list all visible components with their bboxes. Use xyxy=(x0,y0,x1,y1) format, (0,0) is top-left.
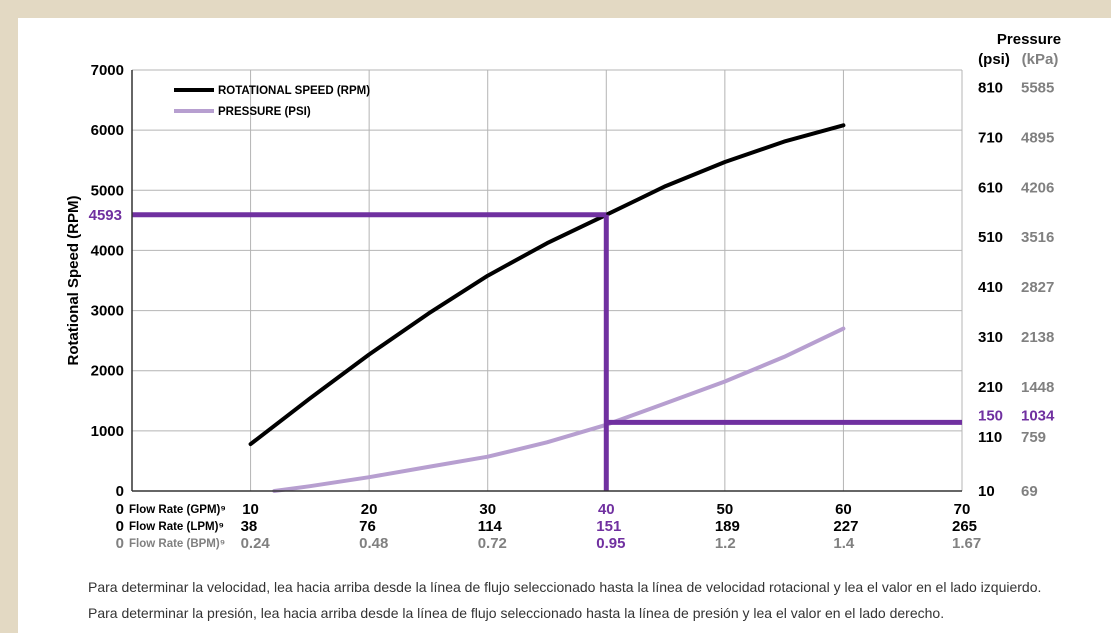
right-tick-psi: 210 xyxy=(978,379,1003,396)
right-axis-unit-kpa: (kPa) xyxy=(1022,51,1059,68)
series-layer xyxy=(248,123,846,493)
x-tick-label: 1.2 xyxy=(715,535,736,552)
x-tick-label: 30 xyxy=(479,501,496,518)
right-tick-kpa: 3516 xyxy=(1021,229,1054,246)
x-tick-label: 0.72 xyxy=(478,535,507,552)
caption-line-1: Para determinar la velocidad, lea hacia … xyxy=(88,579,1042,595)
legend-label-speed: ROTATIONAL SPEED (RPM) xyxy=(218,85,370,97)
grid-layer xyxy=(132,69,963,492)
x-tick-label: 227 xyxy=(833,518,858,535)
x-row-label: Flow Rate (BPM)⁹ xyxy=(129,538,225,550)
highlight-pressure-psi: 150 xyxy=(978,407,1003,424)
x-tick-label: 50 xyxy=(717,501,734,518)
x-tick-label: 76 xyxy=(359,518,376,535)
x-tick-label: 10 xyxy=(242,501,259,518)
x-tick-label: 40 xyxy=(598,501,615,518)
series-line-pressure xyxy=(272,326,846,493)
legend-layer: ROTATIONAL SPEED (RPM) PRESSURE (PSI) xyxy=(174,85,370,118)
y-tick-label: 5000 xyxy=(91,182,124,199)
right-tick-kpa: 69 xyxy=(1021,483,1038,500)
x-row-zero: 0 xyxy=(116,535,124,552)
right-tick-psi: 810 xyxy=(978,79,1003,96)
right-tick-kpa: 5585 xyxy=(1021,79,1054,96)
x-tick-label: 151 xyxy=(596,518,621,535)
right-tick-kpa: 4206 xyxy=(1021,179,1054,196)
x-tick-label: 0.24 xyxy=(241,535,271,552)
series-line-speed xyxy=(248,123,846,447)
axis-layer: 01000200030004000500060007000Rotational … xyxy=(65,31,1061,552)
y-tick-label: 3000 xyxy=(91,303,124,320)
y-tick-label: 0 xyxy=(116,483,124,500)
right-tick-kpa: 2827 xyxy=(1021,279,1054,296)
x-row-label: Flow Rate (GPM)⁹ xyxy=(129,504,226,516)
highlight-speed-label: 4593 xyxy=(89,207,122,224)
y-tick-label: 6000 xyxy=(91,122,124,139)
x-tick-label: 1.67 xyxy=(952,535,981,552)
right-tick-kpa: 759 xyxy=(1021,429,1046,446)
x-tick-label: 70 xyxy=(954,501,971,518)
right-tick-psi: 610 xyxy=(978,179,1003,196)
right-tick-psi: 410 xyxy=(978,279,1003,296)
right-tick-kpa: 2138 xyxy=(1021,329,1054,346)
x-tick-label: 38 xyxy=(241,518,258,535)
right-tick-psi: 10 xyxy=(978,483,995,500)
x-tick-label: 0.95 xyxy=(596,535,625,552)
right-axis-unit-psi: (psi) xyxy=(978,51,1010,68)
legend-label-pressure: PRESSURE (PSI) xyxy=(218,106,311,118)
right-tick-kpa: 1448 xyxy=(1021,379,1054,396)
x-row-label: Flow Rate (LPM)⁹ xyxy=(129,521,224,533)
right-tick-kpa: 4895 xyxy=(1021,129,1054,146)
x-tick-label: 265 xyxy=(952,518,977,535)
x-row-zero: 0 xyxy=(116,501,124,518)
x-tick-label: 114 xyxy=(478,518,503,535)
highlight-layer: 4593 150 1034 xyxy=(89,207,1055,491)
y-tick-label: 4000 xyxy=(91,242,124,259)
caption-line-2: Para determinar la presión, lea hacia ar… xyxy=(88,605,945,621)
right-tick-psi: 510 xyxy=(978,229,1003,246)
x-row-zero: 0 xyxy=(116,518,124,535)
x-tick-label: 60 xyxy=(835,501,852,518)
right-tick-psi: 310 xyxy=(978,329,1003,346)
y-tick-label: 7000 xyxy=(91,62,124,79)
x-tick-label: 0.48 xyxy=(359,535,388,552)
y-tick-label: 2000 xyxy=(91,363,124,380)
chart-panel xyxy=(18,18,1111,633)
x-tick-label: 20 xyxy=(361,501,378,518)
x-tick-label: 1.4 xyxy=(833,535,855,552)
y-tick-label: 1000 xyxy=(91,423,124,440)
right-tick-psi: 710 xyxy=(978,129,1003,146)
highlight-pressure-kpa: 1034 xyxy=(1021,407,1055,424)
right-axis-title: Pressure xyxy=(997,31,1061,48)
right-tick-psi: 110 xyxy=(978,429,1002,446)
y-axis-title: Rotational Speed (RPM) xyxy=(65,195,82,365)
x-tick-label: 189 xyxy=(715,518,740,535)
